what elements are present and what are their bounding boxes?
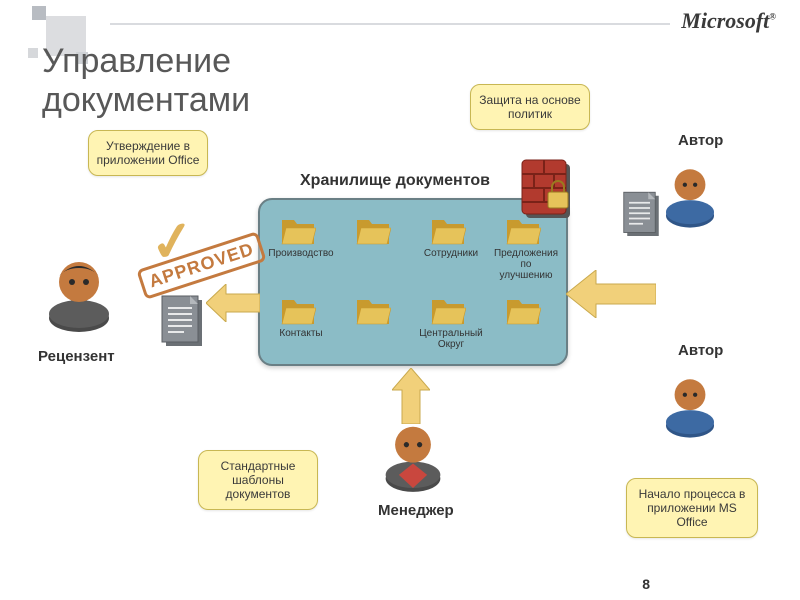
author2-label: Автор (678, 342, 723, 359)
microsoft-logo: Microsoft® (681, 8, 776, 34)
reviewer-avatar (44, 254, 114, 334)
slide-title: Управление документами (42, 42, 250, 120)
callout-policy-text: Защита на основе политик (479, 93, 580, 121)
callout-approval: Утверждение в приложении Office (88, 130, 208, 176)
callout-policy: Защита на основе политик (470, 84, 590, 130)
page-number: 8 (642, 576, 650, 592)
author1-label: Автор (678, 132, 723, 149)
callout-approval-text: Утверждение в приложении Office (97, 139, 200, 167)
folder-icon (280, 218, 316, 246)
author1-avatar (660, 160, 720, 230)
manager-avatar (380, 418, 446, 494)
folder-label: Контакты (268, 328, 334, 339)
logo-text: Microsoft (681, 8, 769, 33)
folder-label: Центральный Округ (418, 328, 484, 350)
folder-icon (505, 298, 541, 326)
folder-label: Предложения по улучшению (493, 248, 559, 281)
arrow-to-reviewer (206, 284, 260, 322)
folder-label: Производство (268, 248, 334, 259)
header-rule (110, 23, 670, 25)
reviewer-document-icon (160, 294, 208, 350)
folder-icon (355, 218, 391, 246)
repo-title: Хранилище документов (300, 172, 490, 190)
folder-icon (355, 298, 391, 326)
folder-icon (280, 298, 316, 326)
folder-icon (430, 218, 466, 246)
author-document-icon (622, 190, 664, 240)
callout-start-text: Начало процесса в приложении MS Office (639, 487, 746, 529)
title-line-1: Управление (42, 42, 250, 81)
author2-avatar (660, 370, 720, 440)
callout-start: Начало процесса в приложении MS Office (626, 478, 758, 538)
logo-trademark: ® (769, 12, 776, 22)
folder-icon (430, 298, 466, 326)
reviewer-label: Рецензент (38, 348, 115, 365)
callout-templates: Стандартные шаблоны документов (198, 450, 318, 510)
callout-templates-text: Стандартные шаблоны документов (221, 459, 296, 501)
arrow-from-authors (566, 270, 656, 318)
arrow-from-manager (392, 368, 430, 424)
firewall-icon (520, 158, 576, 224)
manager-label: Менеджер (378, 502, 454, 519)
title-line-2: документами (42, 81, 250, 120)
folder-label: Сотрудники (418, 248, 484, 259)
